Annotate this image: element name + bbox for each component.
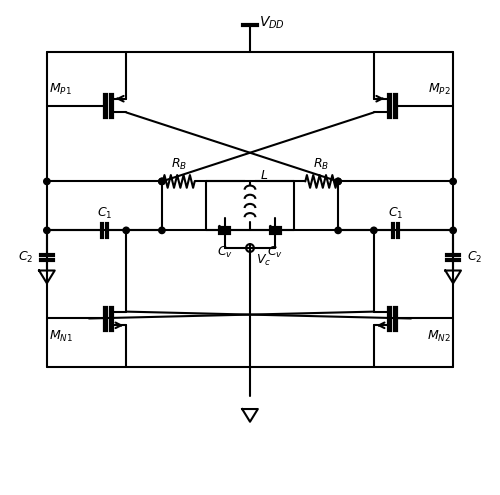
Text: $C_v$: $C_v$ xyxy=(268,245,283,260)
Text: $R_B$: $R_B$ xyxy=(170,156,187,172)
Circle shape xyxy=(158,178,165,185)
Text: $M_{N2}$: $M_{N2}$ xyxy=(426,329,450,345)
Circle shape xyxy=(44,178,50,185)
Circle shape xyxy=(335,178,342,185)
Text: $C_1$: $C_1$ xyxy=(96,205,112,221)
Text: $C_v$: $C_v$ xyxy=(216,245,232,260)
Text: $M_{N1}$: $M_{N1}$ xyxy=(50,329,74,345)
Circle shape xyxy=(158,178,165,185)
Text: $C_2$: $C_2$ xyxy=(467,250,482,265)
Circle shape xyxy=(335,227,342,234)
Circle shape xyxy=(450,178,456,185)
Text: $M_{P2}$: $M_{P2}$ xyxy=(428,82,450,97)
Text: $L$: $L$ xyxy=(260,169,268,182)
Circle shape xyxy=(44,227,50,234)
Circle shape xyxy=(450,227,456,234)
Text: $C_1$: $C_1$ xyxy=(388,205,404,221)
Text: $M_{P1}$: $M_{P1}$ xyxy=(50,82,72,97)
Circle shape xyxy=(123,227,130,234)
Circle shape xyxy=(335,178,342,185)
Text: $R_B$: $R_B$ xyxy=(313,156,330,172)
Text: $C_2$: $C_2$ xyxy=(18,250,33,265)
Circle shape xyxy=(158,227,165,234)
Text: $V_{DD}$: $V_{DD}$ xyxy=(259,15,285,31)
Text: $V_c$: $V_c$ xyxy=(256,253,271,268)
Circle shape xyxy=(370,227,377,234)
